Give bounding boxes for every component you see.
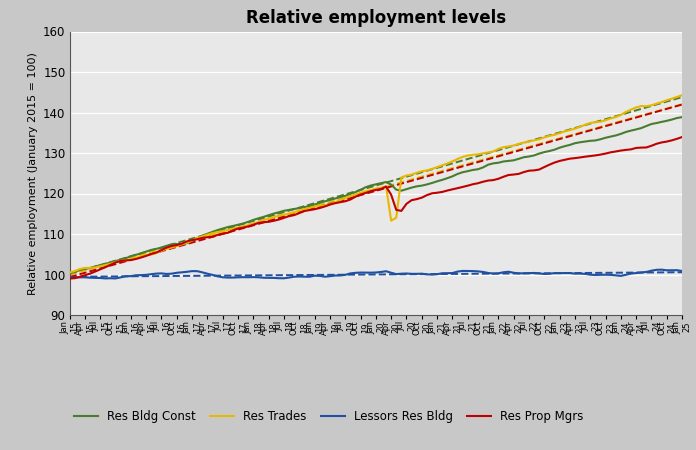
Line: Res Prop Mgrs: Res Prop Mgrs (70, 137, 682, 279)
Line: Lessors Res Bldg: Lessors Res Bldg (70, 270, 682, 279)
Res Bldg Const (479, 165, 487, 170)
Res Bldg Const (678, 114, 686, 120)
Lessors Res Bldg (642, 269, 651, 274)
Res Bldg Const (326, 197, 334, 202)
Lessors Res Bldg (484, 270, 492, 276)
Res Prop Mgrs (637, 145, 645, 150)
Res Prop Mgrs (678, 135, 686, 140)
Lessors Res Bldg (214, 274, 222, 279)
Lessors Res Bldg (65, 275, 74, 280)
Res Prop Mgrs (479, 179, 487, 184)
Res Bldg Const (65, 270, 74, 276)
Res Trades (678, 93, 686, 98)
Res Bldg Const (127, 253, 135, 259)
Res Trades (326, 202, 334, 207)
Lessors Res Bldg (453, 269, 461, 274)
Res Trades (127, 256, 135, 262)
Res Prop Mgrs (326, 202, 334, 207)
Res Trades (208, 230, 216, 236)
Line: Res Trades: Res Trades (70, 95, 682, 272)
Y-axis label: Relative employment (January 2015 = 100): Relative employment (January 2015 = 100) (28, 52, 38, 295)
Res Trades (637, 104, 645, 109)
Res Trades (65, 270, 74, 275)
Res Trades (448, 159, 457, 164)
Legend: Res Bldg Const, Res Trades, Lessors Res Bldg, Res Prop Mgrs: Res Bldg Const, Res Trades, Lessors Res … (70, 406, 588, 428)
Lessors Res Bldg (331, 273, 339, 278)
Res Prop Mgrs (127, 257, 135, 263)
Lessors Res Bldg (132, 273, 140, 278)
Res Prop Mgrs (448, 187, 457, 192)
Res Prop Mgrs (65, 276, 74, 281)
Res Bldg Const (637, 126, 645, 131)
Res Prop Mgrs (208, 234, 216, 239)
Title: Relative employment levels: Relative employment levels (246, 9, 506, 27)
Lessors Res Bldg (111, 276, 120, 281)
Line: Res Bldg Const: Res Bldg Const (70, 117, 682, 273)
Res Trades (479, 151, 487, 156)
Lessors Res Bldg (678, 268, 686, 274)
Lessors Res Bldg (658, 267, 666, 272)
Res Bldg Const (208, 229, 216, 234)
Res Bldg Const (448, 174, 457, 179)
